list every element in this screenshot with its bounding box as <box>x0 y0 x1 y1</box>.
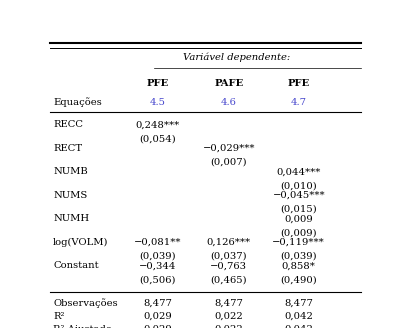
Text: PAFE: PAFE <box>214 79 243 88</box>
Text: −0,119***: −0,119*** <box>272 238 325 247</box>
Text: 0,029: 0,029 <box>143 325 172 328</box>
Text: (0,039): (0,039) <box>139 252 176 261</box>
Text: 4.7: 4.7 <box>291 98 307 107</box>
Text: (0,015): (0,015) <box>280 205 317 214</box>
Text: (0,465): (0,465) <box>211 275 247 284</box>
Text: −0,763: −0,763 <box>210 261 247 270</box>
Text: RECC: RECC <box>53 120 83 130</box>
Text: 0,022: 0,022 <box>215 325 243 328</box>
Text: (0,490): (0,490) <box>280 275 317 284</box>
Text: 4.5: 4.5 <box>149 98 165 107</box>
Text: 8,477: 8,477 <box>143 298 172 308</box>
Text: PFE: PFE <box>288 79 310 88</box>
Text: 0,042: 0,042 <box>284 312 313 321</box>
Text: 0,042: 0,042 <box>284 325 313 328</box>
Text: 0,044***: 0,044*** <box>277 168 321 176</box>
Text: (0,010): (0,010) <box>280 181 317 190</box>
Text: 0,858*: 0,858* <box>282 261 316 270</box>
Text: 0,009: 0,009 <box>284 215 313 223</box>
Text: PFE: PFE <box>146 79 168 88</box>
Text: Constant: Constant <box>53 261 99 270</box>
Text: (0,007): (0,007) <box>211 158 247 167</box>
Text: 4.6: 4.6 <box>221 98 237 107</box>
Text: Equações: Equações <box>53 97 102 107</box>
Text: Observações: Observações <box>53 298 118 308</box>
Text: NUMS: NUMS <box>53 191 87 200</box>
Text: 0,022: 0,022 <box>215 312 243 321</box>
Text: (0,039): (0,039) <box>280 252 317 261</box>
Text: (0,009): (0,009) <box>280 228 317 237</box>
Text: NUMH: NUMH <box>53 215 89 223</box>
Text: R²: R² <box>53 312 65 321</box>
Text: (0,054): (0,054) <box>139 134 176 143</box>
Text: (0,506): (0,506) <box>139 275 176 284</box>
Text: −0,344: −0,344 <box>139 261 176 270</box>
Text: (0,037): (0,037) <box>211 252 247 261</box>
Text: log(VOLM): log(VOLM) <box>53 238 109 247</box>
Text: 8,477: 8,477 <box>215 298 243 308</box>
Text: 0,126***: 0,126*** <box>207 238 251 247</box>
Text: 0,248***: 0,248*** <box>135 120 180 130</box>
Text: 8,477: 8,477 <box>284 298 313 308</box>
Text: 0,029: 0,029 <box>143 312 172 321</box>
Text: −0,045***: −0,045*** <box>272 191 325 200</box>
Text: RECT: RECT <box>53 144 82 153</box>
Text: −0,029***: −0,029*** <box>203 144 255 153</box>
Text: R² Ajustado: R² Ajustado <box>53 325 112 328</box>
Text: Variável dependente:: Variável dependente: <box>183 52 290 62</box>
Text: −0,081**: −0,081** <box>134 238 181 247</box>
Text: NUMB: NUMB <box>53 168 88 176</box>
